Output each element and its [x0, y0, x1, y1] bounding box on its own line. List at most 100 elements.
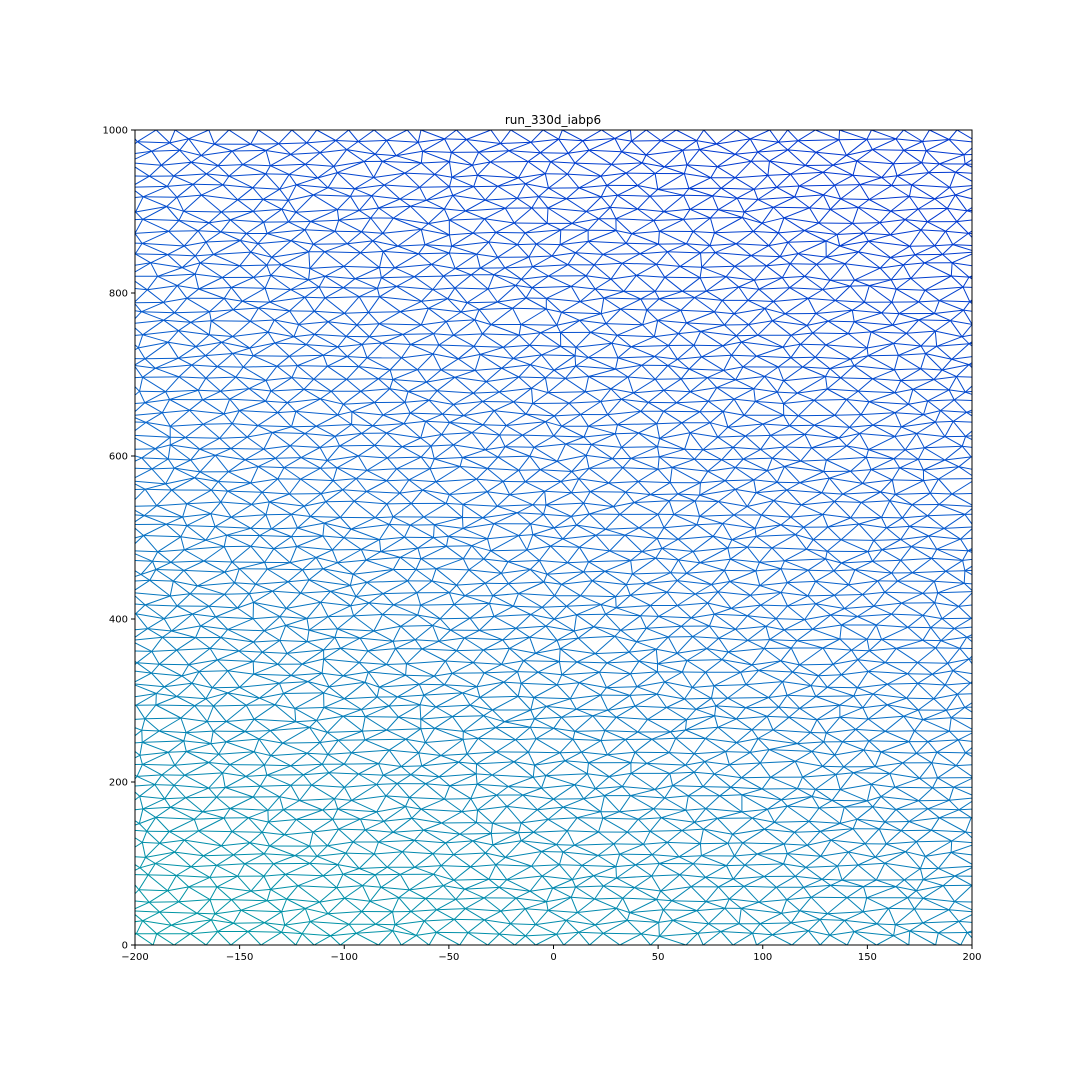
mesh-edge: [714, 764, 730, 775]
mesh-edge: [366, 480, 388, 492]
mesh-edge: [848, 580, 878, 586]
mesh-edge: [452, 716, 464, 732]
mesh-edge: [147, 628, 172, 632]
mesh-edge: [449, 785, 472, 800]
mesh-edge: [121, 640, 130, 650]
mesh-edge: [803, 884, 831, 888]
mesh-edge: [702, 786, 731, 788]
mesh-edge: [185, 437, 220, 439]
mesh-edge: [595, 776, 610, 789]
mesh-edge: [509, 647, 536, 654]
mesh-edge: [796, 743, 813, 752]
mesh-edge: [966, 409, 972, 413]
mesh-edge: [304, 433, 321, 448]
mesh-edge: [780, 524, 804, 528]
mesh-edge: [829, 368, 842, 379]
mesh-edge: [501, 364, 531, 369]
mesh-edge: [676, 652, 688, 661]
mesh-edge: [513, 751, 529, 763]
mesh-edge: [142, 376, 166, 393]
mesh-edge: [861, 500, 890, 503]
mesh-edge: [224, 568, 240, 573]
mesh-edge: [483, 558, 502, 574]
mesh-edge: [694, 584, 712, 595]
mesh-edge: [138, 808, 144, 824]
mesh-edge: [336, 467, 367, 471]
mesh-edge: [885, 662, 908, 675]
mesh-edge: [323, 707, 362, 710]
mesh-edge: [327, 739, 339, 755]
mesh-edge: [905, 851, 921, 869]
mesh-edge: [351, 411, 384, 416]
mesh-edge: [315, 549, 333, 558]
mesh-edge: [993, 401, 997, 412]
mesh-edge: [755, 481, 778, 494]
mesh-edge: [237, 601, 254, 609]
mesh-edge: [572, 875, 594, 880]
mesh-edge: [758, 669, 783, 683]
mesh-edge: [400, 556, 421, 560]
mesh-edge: [829, 470, 851, 479]
mesh-edge: [530, 513, 544, 525]
mesh-edge: [487, 523, 495, 539]
mesh-edge: [896, 647, 936, 649]
mesh-edge: [855, 728, 886, 732]
mesh-edge: [249, 342, 275, 349]
mesh-edge: [307, 681, 324, 694]
mesh-edge: [833, 570, 849, 586]
mesh-edge: [607, 410, 641, 416]
mesh-edge: [350, 517, 376, 530]
mesh-edge: [723, 354, 732, 371]
mesh-edge: [518, 822, 522, 833]
mesh-edge: [971, 617, 972, 619]
mesh-edge: [366, 581, 384, 595]
mesh-edge: [202, 413, 225, 425]
mesh-edge: [376, 774, 384, 785]
mesh-edge: [176, 637, 196, 651]
mesh-edge: [887, 704, 919, 711]
mesh-edge: [802, 765, 823, 778]
mesh-edge: [800, 447, 812, 462]
mesh-edge: [815, 686, 828, 697]
mesh-edge: [170, 797, 186, 808]
mesh-edge: [158, 649, 178, 665]
mesh-edge: [231, 831, 251, 844]
mesh-edge: [189, 593, 210, 607]
mesh-edge: [476, 478, 504, 482]
mesh-edge: [217, 922, 234, 932]
mesh-edge: [230, 503, 252, 518]
mesh-edge: [630, 673, 638, 687]
mesh-edge: [576, 653, 596, 663]
mesh-edge: [530, 364, 546, 379]
mesh-edge: [571, 492, 584, 504]
mesh-edge: [780, 592, 788, 607]
mesh-edge: [255, 581, 289, 585]
mesh-edge: [927, 400, 941, 411]
mesh-edge: [290, 763, 323, 767]
mesh-edge: [640, 921, 659, 935]
mesh-edge: [936, 751, 957, 767]
mesh-edge: [547, 818, 568, 832]
mesh-edge: [895, 922, 923, 926]
mesh-edge: [772, 729, 798, 745]
mesh-edge: [866, 624, 877, 640]
mesh-edge: [167, 444, 171, 460]
mesh-edge: [171, 912, 198, 926]
mesh-edge: [820, 919, 845, 921]
mesh-edge: [684, 697, 712, 700]
mesh-edge: [159, 911, 172, 926]
mesh-edge: [316, 855, 338, 866]
mesh-edge: [176, 875, 210, 878]
mesh-edge: [343, 528, 352, 539]
mesh-edge: [681, 830, 701, 845]
mesh-edge: [862, 897, 868, 912]
mesh-edge: [641, 547, 662, 553]
mesh-edge: [900, 559, 913, 574]
mesh-edge: [194, 477, 219, 482]
mesh-edge: [455, 897, 485, 900]
mesh-edge: [135, 820, 140, 825]
mesh-edge: [191, 671, 200, 684]
mesh-edge: [561, 671, 600, 676]
mesh-edge: [533, 830, 568, 833]
mesh-edge: [729, 764, 742, 779]
